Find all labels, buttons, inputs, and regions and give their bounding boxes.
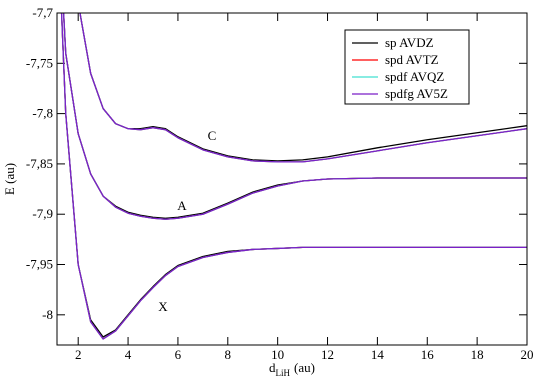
curve-label: A: [177, 198, 187, 213]
series-line: [60, 13, 527, 340]
x-tick-label: 12: [321, 347, 334, 362]
series-line: [79, 13, 527, 163]
legend-label: spdf AVQZ: [385, 69, 444, 84]
legend: sp AVDZ spd AVTZ spdf AVQZ spdfg AV5Z: [344, 29, 470, 105]
y-tick-label: -7,95: [26, 257, 53, 272]
y-tick-label: -7,8: [32, 106, 53, 121]
y-tick-label: -7,85: [26, 156, 53, 171]
curve-label: C: [208, 128, 217, 143]
x-tick-label: 18: [471, 347, 484, 362]
x-tick-label: 16: [421, 347, 435, 362]
legend-label: sp AVDZ: [385, 35, 434, 50]
y-tick-label: -7,7: [32, 5, 53, 20]
x-tick-label: 10: [271, 347, 284, 362]
x-tick-label: 4: [125, 347, 132, 362]
x-label-main: d: [269, 360, 276, 375]
plot-frame: [56, 12, 528, 346]
y-tick-label: -8: [42, 307, 53, 322]
x-label-sub: LiH: [276, 368, 291, 378]
series-line: [62, 13, 527, 220]
x-tick-label: 2: [75, 347, 82, 362]
x-tick-label: 20: [521, 347, 534, 362]
x-tick-label: 8: [225, 347, 232, 362]
y-axis-label: E (au): [2, 163, 17, 195]
x-tick-label: 14: [371, 347, 385, 362]
curve-label: X: [158, 299, 168, 314]
x-label-unit: (au): [294, 360, 315, 375]
y-tick-label: -7,75: [26, 55, 53, 70]
legend-label: spdfg AV5Z: [385, 86, 448, 101]
legend-label: spd AVTZ: [385, 52, 439, 67]
lines: [60, 13, 527, 340]
legend-box: [344, 29, 470, 105]
x-tick-label: 6: [175, 347, 182, 362]
y-tick-label: -7,9: [32, 206, 53, 221]
x-axis-label: dLiH (au): [269, 360, 315, 378]
